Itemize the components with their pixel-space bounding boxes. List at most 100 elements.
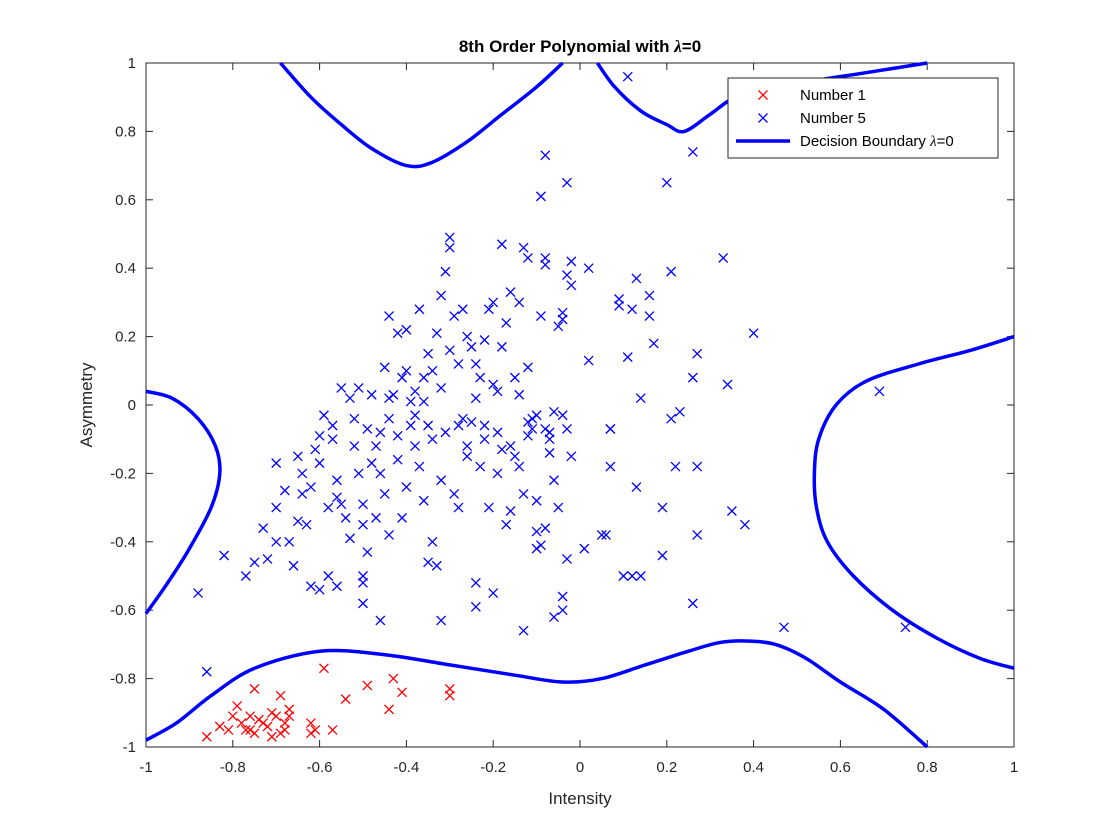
number-5-marker	[457, 304, 468, 315]
decision-boundary	[144, 61, 1015, 749]
number-5-marker	[479, 335, 490, 345]
number-5-marker	[687, 146, 698, 157]
x-tick-label: 1	[1010, 759, 1018, 776]
y-tick-label: -0.6	[110, 602, 136, 619]
number-5-marker	[509, 372, 520, 383]
number-5-marker	[358, 598, 368, 609]
number-5-marker	[674, 406, 685, 417]
number-5-marker	[249, 557, 260, 568]
number-1-marker	[240, 724, 251, 735]
number-5-marker	[340, 512, 351, 523]
number-5-marker	[318, 410, 329, 421]
number-1-marker	[388, 673, 399, 684]
number-5-marker	[514, 389, 525, 400]
number-5-marker	[453, 359, 464, 369]
number-5-marker	[687, 372, 698, 383]
number-5-marker	[522, 417, 533, 428]
chart-title: 8th Order Polynomial with λ=0	[459, 37, 701, 56]
number-1-marker	[305, 728, 316, 739]
number-5-marker	[345, 533, 355, 544]
number-5-marker	[358, 577, 368, 588]
number-5-marker	[692, 461, 703, 472]
number-5-marker	[271, 502, 282, 513]
number-5-marker	[687, 598, 698, 609]
number-1-marker	[384, 704, 394, 715]
number-5-marker	[748, 328, 759, 339]
number-5-marker	[562, 270, 572, 280]
number-5-marker	[566, 280, 577, 291]
number-1-marker	[214, 721, 225, 732]
number-5-marker	[540, 150, 551, 161]
number-1-marker	[232, 701, 243, 711]
legend-label-number-5: Number 5	[800, 110, 866, 127]
number-5-marker	[279, 485, 290, 496]
number-5-marker	[518, 625, 529, 636]
number-1-marker	[275, 690, 286, 701]
number-5-marker	[531, 495, 542, 506]
number-5-marker	[345, 393, 355, 404]
number-5-marker	[779, 622, 789, 633]
number-5-marker	[596, 530, 607, 540]
number-5-marker	[401, 482, 412, 493]
number-5-marker	[453, 502, 464, 513]
number-5-marker	[379, 488, 390, 499]
number-5-marker	[562, 423, 572, 434]
number-5-marker	[627, 571, 638, 581]
number-5-marker	[323, 571, 334, 581]
number-5-marker	[522, 252, 533, 263]
number-5-marker	[479, 420, 490, 431]
number-5-marker	[583, 355, 594, 366]
number-5-marker	[492, 427, 503, 438]
number-5-marker	[496, 239, 507, 250]
number-5-marker	[470, 359, 481, 369]
number-5-marker	[201, 666, 212, 677]
number-5-marker	[527, 423, 538, 434]
y-tick-label: 1	[128, 55, 136, 72]
number-5-marker	[670, 461, 681, 472]
number-5-marker	[332, 492, 342, 503]
number-1-marker	[284, 711, 295, 722]
y-tick-label: -0.8	[110, 671, 136, 688]
legend-box	[727, 77, 999, 159]
number-5-marker	[488, 297, 499, 308]
number-5-marker	[488, 379, 499, 390]
number-5-marker	[718, 252, 729, 263]
number-5-marker	[496, 341, 507, 352]
number-5-marker	[657, 550, 668, 561]
number-5-marker	[557, 314, 568, 325]
number-5-marker	[540, 423, 551, 434]
number-5-marker	[475, 461, 486, 472]
number-5-marker	[327, 434, 338, 445]
number-5-marker	[531, 543, 542, 554]
number-5-marker	[440, 266, 451, 277]
number-5-marker	[401, 324, 412, 335]
number-5-marker	[566, 256, 577, 267]
number-5-marker	[392, 430, 403, 441]
number-5-marker	[392, 454, 403, 465]
scatter-markers	[193, 71, 911, 742]
number-5-marker	[384, 530, 394, 540]
number-5-marker	[292, 516, 303, 527]
number-5-marker	[549, 406, 559, 417]
decision-boundary-curve	[145, 639, 929, 749]
x-tick-label: 0	[576, 759, 584, 776]
number-5-marker	[440, 427, 451, 438]
number-5-marker	[648, 338, 659, 349]
number-5-marker	[635, 393, 646, 404]
legend-marker-number-1	[758, 90, 768, 100]
number-5-marker	[644, 290, 655, 301]
number-1-marker	[340, 694, 351, 705]
number-5-marker	[297, 468, 308, 479]
number-5-marker	[661, 177, 672, 188]
number-5-marker	[722, 379, 733, 390]
number-5-marker	[522, 362, 533, 373]
number-5-marker	[271, 458, 282, 469]
number-5-marker	[505, 287, 516, 298]
number-1-marker	[201, 731, 212, 742]
number-5-marker	[553, 321, 564, 332]
decision-boundary-curve	[144, 389, 222, 615]
number-5-marker	[540, 523, 551, 534]
number-5-marker	[414, 304, 425, 315]
number-5-marker	[601, 530, 611, 540]
decision-boundary-curve	[812, 334, 1015, 670]
